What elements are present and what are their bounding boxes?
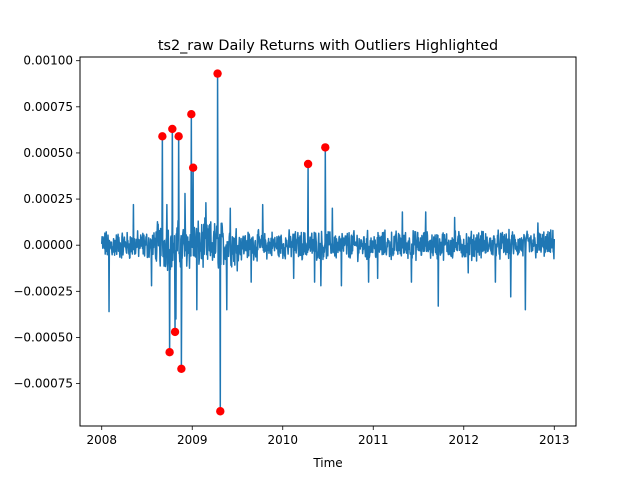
- outlier-point-4: [174, 132, 183, 141]
- x-tick-label-5: 2013: [539, 433, 570, 447]
- chart-title: ts2_raw Daily Returns with Outliers High…: [158, 38, 498, 54]
- y-tick-label-6: 0.00075: [23, 100, 73, 114]
- y-axis: −0.00075 −0.00050 −0.00025 0.00000 0.00025 0.…: [13, 54, 80, 391]
- y-tick-label-1: −0.00050: [13, 330, 73, 344]
- outlier-point-10: [303, 159, 313, 169]
- x-tick-label-3: 2011: [358, 433, 389, 447]
- y-tick-label-5: 0.00050: [23, 146, 73, 160]
- x-tick-label-4: 2012: [448, 433, 479, 447]
- y-tick-label-3: 0.00000: [23, 238, 73, 252]
- outlier-point-5: [177, 364, 186, 374]
- series-line-0: [100, 72, 556, 412]
- outlier-point-8: [213, 69, 222, 78]
- outlier-point-1: [165, 348, 174, 357]
- x-axis-label: Time: [312, 456, 342, 470]
- plot-frame: [79, 56, 577, 427]
- y-tick-label-4: 0.00025: [23, 192, 73, 206]
- outlier-point-2: [168, 124, 177, 134]
- x-tick-label-0: 2008: [86, 433, 117, 447]
- y-tick-label-2: −0.00025: [13, 284, 73, 298]
- outlier-point-7: [188, 163, 198, 172]
- plot-area: [100, 69, 556, 416]
- x-tick-label-1: 2009: [177, 433, 208, 447]
- y-tick-label-0: −0.00075: [13, 377, 73, 391]
- x-axis: 2008 2009 2010 2011 2012 2013: [86, 426, 570, 447]
- outlier-point-3: [170, 327, 180, 337]
- outlier-point-11: [321, 143, 330, 152]
- x-tick-label-2: 2010: [267, 433, 298, 447]
- outlier-point-0: [158, 132, 167, 141]
- outlier-point-6: [187, 109, 196, 119]
- outlier-point-9: [216, 407, 225, 416]
- y-tick-label-7: 0.00100: [23, 54, 73, 68]
